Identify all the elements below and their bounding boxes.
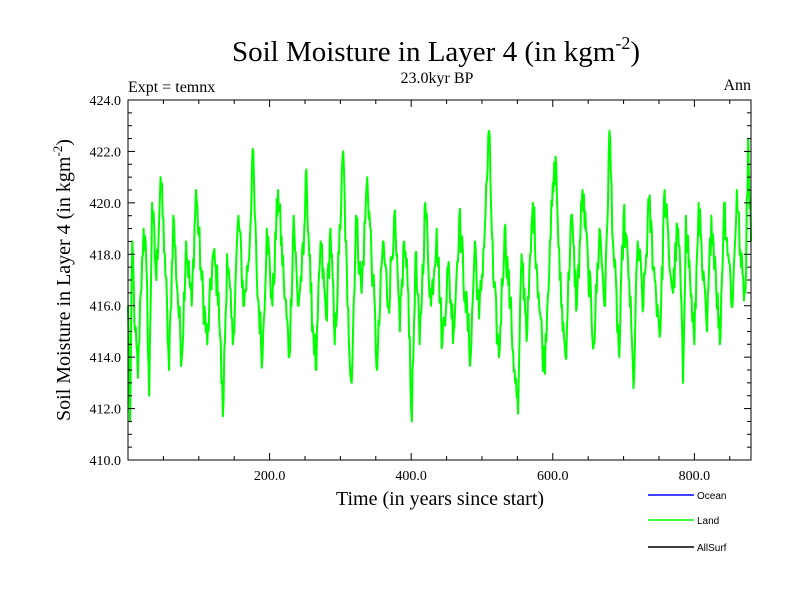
y-axis-label-sup: -2	[50, 146, 65, 157]
legend-label-land: Land	[697, 516, 719, 527]
y-tick-label: 416.0	[90, 300, 122, 315]
experiment-label: Expt = temnx	[128, 79, 215, 96]
legend: Ocean Land AllSurf	[648, 491, 727, 554]
y-tick-label: 422.0	[90, 145, 122, 160]
legend-label-allsurf: AllSurf	[697, 543, 727, 554]
y-axis-label-main: Soil Moisture in Layer 4 (in kgm	[53, 156, 75, 421]
y-tick-label: 410.0	[90, 454, 122, 469]
y-axis-label-end: )	[53, 139, 75, 146]
chart-title-main: Soil Moisture in Layer 4 (in kgm	[232, 36, 616, 68]
y-tick-label: 424.0	[90, 94, 122, 109]
series-line-land	[127, 129, 752, 423]
plot-frame	[127, 99, 752, 461]
x-tick-label: 800.0	[679, 469, 711, 484]
axes-layer: 410.0 412.0 414.0 416.0 418.0 420.0 422.0 424.0…	[90, 94, 751, 484]
x-tick-label: 400.0	[395, 469, 427, 484]
chart-title-sup: -2	[615, 33, 630, 53]
period-label: Ann	[723, 77, 751, 94]
y-tick-label: 420.0	[90, 197, 122, 212]
chart-subtitle: 23.0kyr BP	[401, 70, 474, 87]
x-tick-label: 600.0	[537, 469, 569, 484]
series-layer	[127, 129, 752, 423]
y-tick-label: 414.0	[90, 351, 122, 366]
x-tick-label: 200.0	[254, 469, 286, 484]
chart-title-end: )	[630, 36, 640, 68]
y-tick-label: 412.0	[90, 403, 122, 418]
x-axis-label: Time (in years since start)	[336, 488, 544, 510]
legend-label-ocean: Ocean	[697, 491, 726, 502]
y-axis-label: Soil Moisture in Layer 4 (in kgm-2)	[50, 139, 75, 421]
y-tick-label: 418.0	[90, 248, 122, 263]
chart-title: Soil Moisture in Layer 4 (in kgm-2)	[232, 33, 640, 68]
